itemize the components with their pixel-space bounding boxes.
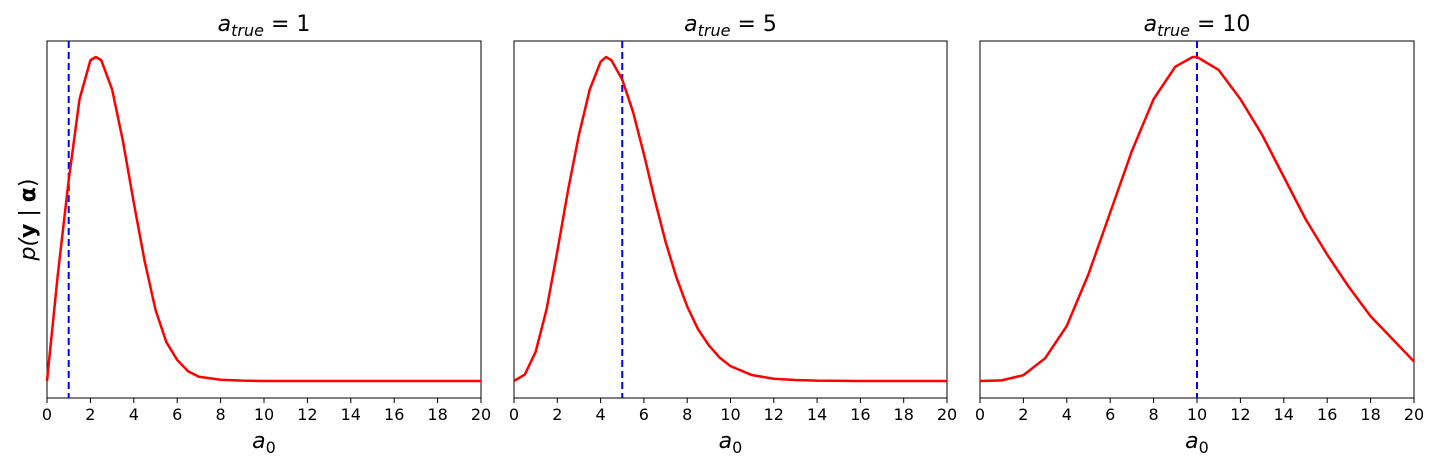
x-tick-label: 0 [975,405,985,424]
title-base: a [218,12,231,37]
x-tick-label: 8 [216,405,226,424]
x-tick-label: 16 [384,405,404,424]
xlabel-subscript: 0 [1199,438,1209,457]
x-tick-label: 2 [552,405,562,424]
x-tick-label: 20 [1404,405,1424,424]
likelihood-curve [513,55,947,383]
title-value: = 5 [730,12,776,37]
title-base: a [1144,12,1157,37]
x-tick-label: 20 [937,405,957,424]
x-tick-label: 12 [764,405,784,424]
x-tick-label: 14 [807,405,827,424]
ylabel-suffix: ) [16,178,41,187]
x-tick-label: 18 [427,405,447,424]
x-tick-label: 8 [682,405,692,424]
x-tick-label: 0 [42,405,52,424]
x-tick-label: 10 [1187,405,1207,424]
title-value: = 10 [1190,12,1250,37]
xlabel-subscript: 0 [266,438,276,457]
x-axis-label: a0 [719,429,743,457]
xlabel-base: a [1185,429,1198,454]
x-tick-label: 14 [1274,405,1294,424]
title-base: a [684,12,697,37]
x-tick-label: 18 [894,405,914,424]
x-tick-label: 14 [341,405,361,424]
ylabel-bold-y: y [16,224,41,238]
x-tick-label: 4 [1062,405,1072,424]
x-tick-label: 4 [129,405,139,424]
x-tick-label: 6 [639,405,649,424]
ylabel-prefix: p( [16,237,41,262]
x-axis-label: a0 [252,429,276,457]
xlabel-base: a [719,429,732,454]
x-tick-label: 16 [1317,405,1337,424]
x-tick-label: 6 [172,405,182,424]
y-axis-label: p(y | α) [16,178,41,261]
subplot-title: atrue = 5 [684,12,777,40]
x-axis-label: a0 [1185,429,1209,457]
x-tick-label: 2 [1018,405,1028,424]
x-tick-label: 4 [596,405,606,424]
x-tick-label: 6 [1105,405,1115,424]
xlabel-base: a [252,429,265,454]
x-tick-label: 18 [1360,405,1380,424]
title-subscript: true [698,21,731,40]
likelihood-curve [979,55,1415,383]
title-subscript: true [1157,21,1190,40]
ylabel-bar: | [16,202,41,223]
subplot-title: atrue = 1 [218,12,311,40]
x-tick-label: 12 [1230,405,1250,424]
x-tick-label: 0 [509,405,519,424]
likelihood-curve [45,55,481,383]
subplot-title: atrue = 10 [1144,12,1251,40]
x-tick-label: 10 [254,405,274,424]
title-value: = 1 [264,12,310,37]
plot-frame [513,40,948,399]
ylabel-bold-alpha: α [16,187,41,202]
title-subscript: true [231,21,264,40]
x-tick-label: 8 [1149,405,1159,424]
x-tick-label: 20 [471,405,491,424]
x-tick-label: 2 [85,405,95,424]
x-tick-label: 12 [297,405,317,424]
x-tick-label: 10 [720,405,740,424]
x-tick-label: 16 [850,405,870,424]
xlabel-subscript: 0 [732,438,742,457]
